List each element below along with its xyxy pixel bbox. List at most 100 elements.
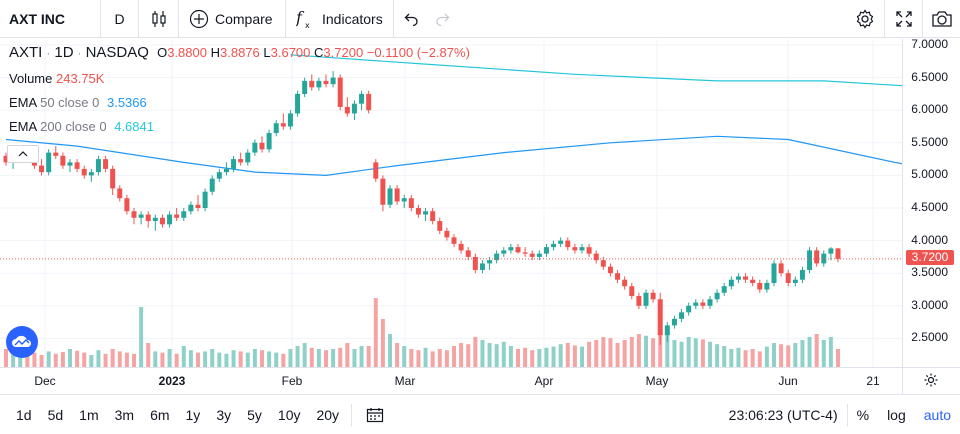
redo-icon[interactable]	[434, 12, 450, 26]
range-button-10y[interactable]: 10y	[277, 406, 301, 423]
volume-bar	[779, 344, 784, 367]
settings-button[interactable]	[846, 0, 884, 38]
divider	[351, 403, 353, 426]
candle-body	[31, 161, 37, 166]
volume-bar	[324, 350, 328, 367]
volume-bar	[153, 351, 158, 367]
candle-body	[124, 198, 130, 212]
range-button-1y[interactable]: 1y	[185, 406, 201, 423]
candle-body	[579, 247, 585, 251]
candle-body	[835, 248, 841, 259]
clock[interactable]: 23:06:23 (UTC-4)	[728, 406, 838, 423]
symbol-search[interactable]: AXT INC	[0, 0, 101, 38]
volume-bar	[444, 350, 449, 367]
legend-ema50[interactable]: EMA 50 close 0 3.5366	[9, 95, 147, 110]
volume-bar	[821, 340, 826, 367]
volume-bar	[338, 347, 343, 367]
volume-bar	[188, 350, 193, 367]
candle-body	[195, 204, 201, 208]
volume-bar	[53, 353, 58, 367]
legend-main: AXTI · 1D · NASDAQ O3.8800 H3.8876 L3.67…	[9, 44, 470, 61]
price-tick: 6.0000	[911, 102, 948, 117]
volume-bar	[46, 351, 51, 367]
open-label: O	[157, 45, 168, 60]
volume-bar	[786, 345, 791, 367]
low-value: 3.6700	[270, 45, 311, 60]
interval-selector[interactable]: D	[101, 0, 139, 38]
candle-body	[415, 208, 421, 215]
legend-volume[interactable]: Volume 243.75K	[9, 71, 104, 86]
volume-bar	[494, 344, 499, 367]
high-label: H	[210, 45, 220, 60]
ema200-label: EMA	[9, 119, 37, 134]
volume-bar	[395, 343, 400, 367]
candle-body	[337, 77, 343, 107]
candle-body	[807, 250, 813, 270]
volume-bar	[373, 298, 378, 367]
volume-bar	[501, 341, 506, 367]
candle-body	[380, 178, 386, 205]
volume-bar	[814, 334, 819, 367]
price-tick: 6.5000	[911, 69, 948, 84]
range-button-20y[interactable]: 20y	[316, 406, 340, 423]
candle-body	[593, 253, 599, 261]
range-button-5d[interactable]: 5d	[47, 406, 64, 423]
range-button-3m[interactable]: 3m	[114, 406, 135, 423]
candle-body	[714, 292, 720, 300]
legend-collapse-button[interactable]	[7, 145, 39, 163]
undo-icon[interactable]	[404, 12, 420, 26]
ema200-value: 4.6841	[114, 119, 154, 134]
candle-body	[302, 80, 308, 94]
volume-bar	[11, 352, 16, 367]
candle-body	[444, 230, 450, 238]
range-button-1m[interactable]: 1m	[79, 406, 99, 423]
candle-body	[344, 106, 350, 114]
candle-body	[245, 152, 251, 163]
compare-button[interactable]: Compare	[179, 0, 286, 38]
volume-label: Volume	[9, 71, 53, 86]
volume-bar	[132, 353, 136, 367]
volume-bar	[480, 340, 485, 367]
candle-body	[387, 188, 393, 205]
time-axis-settings-icon[interactable]	[923, 372, 939, 388]
fullscreen-icon	[895, 11, 912, 27]
volume-bar	[715, 344, 720, 367]
volume-bar	[380, 319, 385, 367]
candle-body	[67, 162, 73, 166]
auto-toggle[interactable]: auto	[923, 406, 951, 423]
volume-bar	[139, 307, 144, 367]
volume-bar	[629, 337, 634, 367]
cloud-logo-icon	[12, 335, 32, 347]
candle-body	[408, 198, 414, 208]
date-range-icon[interactable]	[366, 407, 384, 423]
volume-bar	[39, 355, 44, 367]
volume-bar	[793, 343, 798, 367]
time-tick: Apr	[534, 374, 554, 388]
range-button-6m[interactable]: 6m	[150, 406, 170, 423]
ema50-label: EMA	[9, 95, 37, 110]
candle-body	[792, 279, 798, 283]
range-button-5y[interactable]: 5y	[247, 406, 262, 423]
log-toggle[interactable]: log	[887, 406, 906, 423]
legend-ema200[interactable]: EMA 200 close 0 4.6841	[9, 119, 154, 134]
tradingview-logo[interactable]	[6, 326, 38, 358]
gear-icon	[856, 9, 874, 29]
range-button-3y[interactable]: 3y	[216, 406, 232, 423]
candle-body	[437, 221, 443, 231]
candle-body	[295, 93, 301, 114]
candle-body	[551, 243, 557, 248]
chart-style-button[interactable]	[139, 0, 179, 38]
candle-body	[558, 240, 564, 244]
screenshot-button[interactable]	[922, 0, 960, 38]
volume-bar	[402, 346, 407, 367]
candle-body	[46, 152, 52, 173]
percent-toggle[interactable]: %	[856, 406, 870, 423]
volume-bar	[316, 349, 321, 367]
fullscreen-button[interactable]	[884, 0, 922, 38]
candle-body	[785, 273, 791, 283]
volume-bar	[231, 350, 236, 367]
range-button-1d[interactable]: 1d	[16, 406, 32, 423]
price-chart[interactable]	[0, 39, 902, 367]
